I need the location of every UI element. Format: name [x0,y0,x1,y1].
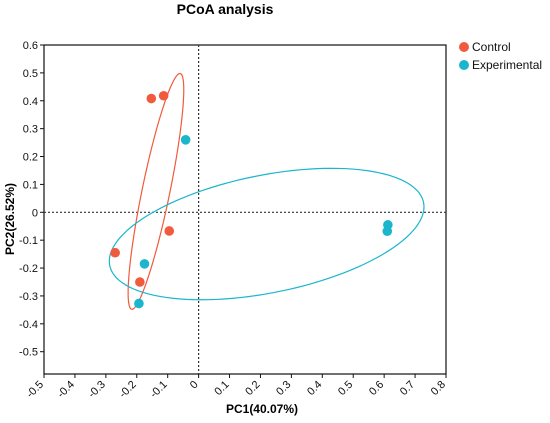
y-tick-label: -0.2 [19,263,38,275]
legend-marker-control [459,42,469,52]
x-axis-label: PC1(40.07%) [226,402,298,416]
x-tick-label: 0.2 [243,379,262,398]
y-tick-label: -0.3 [19,291,38,303]
experimental-point [134,298,144,309]
zero-lines [44,45,446,374]
y-tick-label: 0.5 [23,68,38,80]
control-point [110,247,120,258]
x-tick-label: -0.1 [148,379,170,401]
x-tick-label: 0.3 [274,379,293,398]
y-tick-label: -0.5 [19,347,38,359]
control-ellipse [127,72,185,310]
experimental-ellipse [108,167,425,301]
control-point [158,90,169,101]
legend-label-experimental: Experimental [472,58,542,72]
y-tick-label: 0.2 [23,152,38,164]
chart-title: PCoA analysis [177,1,274,17]
experimental-point [139,259,150,269]
x-tick-label: 0.5 [336,379,355,398]
x-tick-label: -0.2 [117,379,139,401]
confidence-ellipses [108,72,425,310]
legend-label-control: Control [472,40,511,54]
y-tick-label: 0.3 [23,124,38,136]
x-tick-label: 0 [188,379,201,392]
legend: Control Experimental [459,40,542,72]
y-tick-label: 0 [32,207,38,219]
y-tick-label: 0.6 [23,40,38,52]
x-tick-label: 0.4 [305,379,324,398]
x-tick-label: 0.1 [212,379,231,398]
plot-frame [43,44,447,375]
x-tick-label: 0.8 [429,379,448,398]
legend-marker-experimental [459,60,469,70]
data-points [110,90,393,309]
y-tick-label: -0.1 [19,235,38,247]
experimental-point [180,134,191,145]
control-point [164,226,175,236]
y-tick-label: -0.4 [19,319,38,331]
y-axis-label: PC2(26.52%) [3,183,17,255]
control-point [135,277,145,287]
experimental-point [382,226,393,237]
axis-ticks: -0.5 -0.4 -0.3 -0.2 -0.1 0 0.1 0.2 0.3 0.4 0.5 0.6 0… [19,40,448,401]
x-tick-label: -0.5 [24,379,46,401]
y-tick-label: 0.1 [23,179,38,191]
x-tick-label: 0.6 [367,379,386,398]
x-tick-label: 0.7 [398,379,417,398]
x-tick-label: -0.3 [86,379,108,401]
x-tick-label: -0.4 [55,379,77,401]
control-point [146,93,157,104]
y-tick-label: 0.4 [23,96,38,108]
